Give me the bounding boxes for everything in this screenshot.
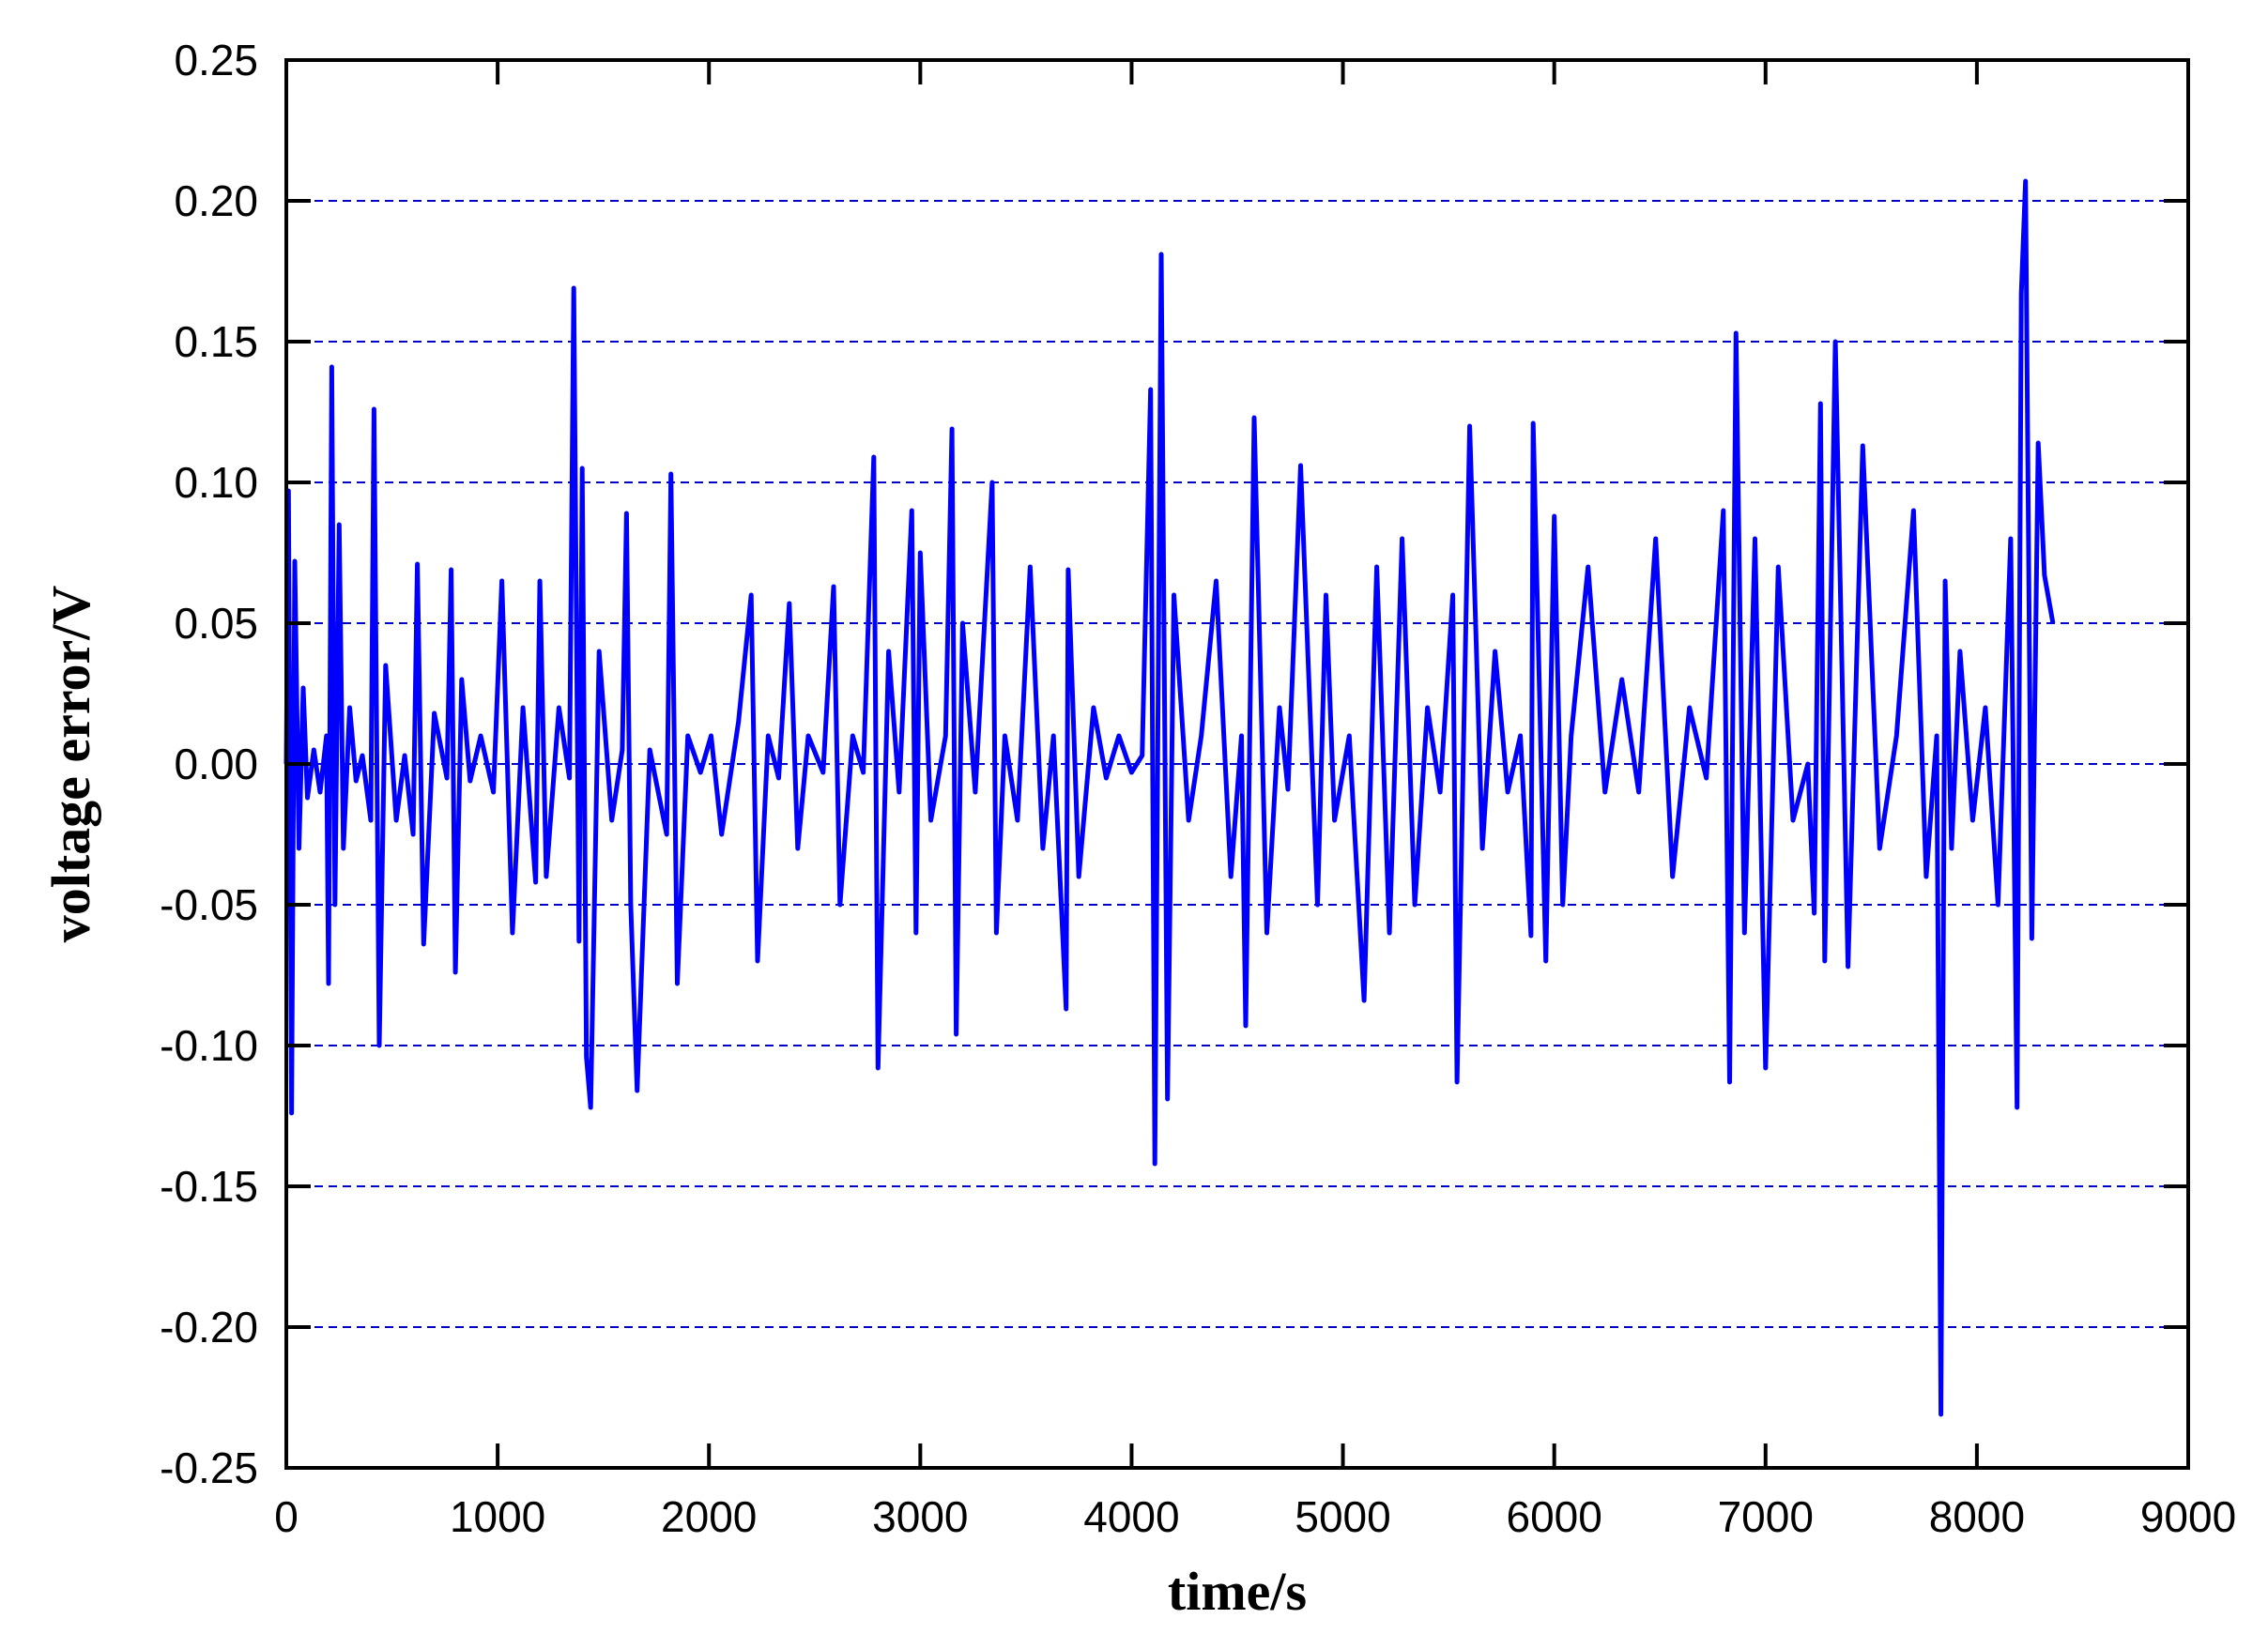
y-tick-label: 0.10 [174,458,258,507]
x-tick-label: 7000 [1718,1492,1814,1541]
y-axis-title: voltage error/V [40,586,101,943]
x-axis-tick-labels: 0 1000 2000 3000 4000 5000 6000 7000 8000 9000 [274,1492,2236,1541]
y-tick-label: 0.00 [174,740,258,788]
x-axis-title: time/s [1168,1561,1307,1622]
y-tick-label: -0.05 [160,880,258,929]
y-tick-label: 0.25 [174,36,258,84]
y-tick-label: -0.25 [160,1443,258,1492]
y-tick-label: -0.15 [160,1162,258,1211]
x-tick-label: 0 [274,1492,299,1541]
series-line-voltage-error [284,178,2056,1417]
x-tick-label: 2000 [661,1492,757,1541]
y-tick-label: 0.15 [174,317,258,366]
x-tick-label: 8000 [1929,1492,2025,1541]
x-tick-label: 9000 [2140,1492,2236,1541]
x-tick-label: 3000 [872,1492,968,1541]
x-tick-label: 6000 [1506,1492,1601,1541]
x-tick-label: 5000 [1295,1492,1390,1541]
y-tick-label: 0.05 [174,599,258,648]
axis-ticks [284,58,2190,1470]
x-tick-label: 1000 [450,1492,545,1541]
y-tick-label: 0.20 [174,176,258,225]
y-tick-label: -0.20 [160,1303,258,1351]
x-tick-label: 4000 [1083,1492,1179,1541]
series-layer [284,178,2056,1417]
y-tick-label: -0.10 [160,1021,258,1070]
y-axis-tick-labels: 0.25 0.20 0.15 0.10 0.05 0.00 -0.05 -0.10 -0.15 -… [160,36,258,1492]
